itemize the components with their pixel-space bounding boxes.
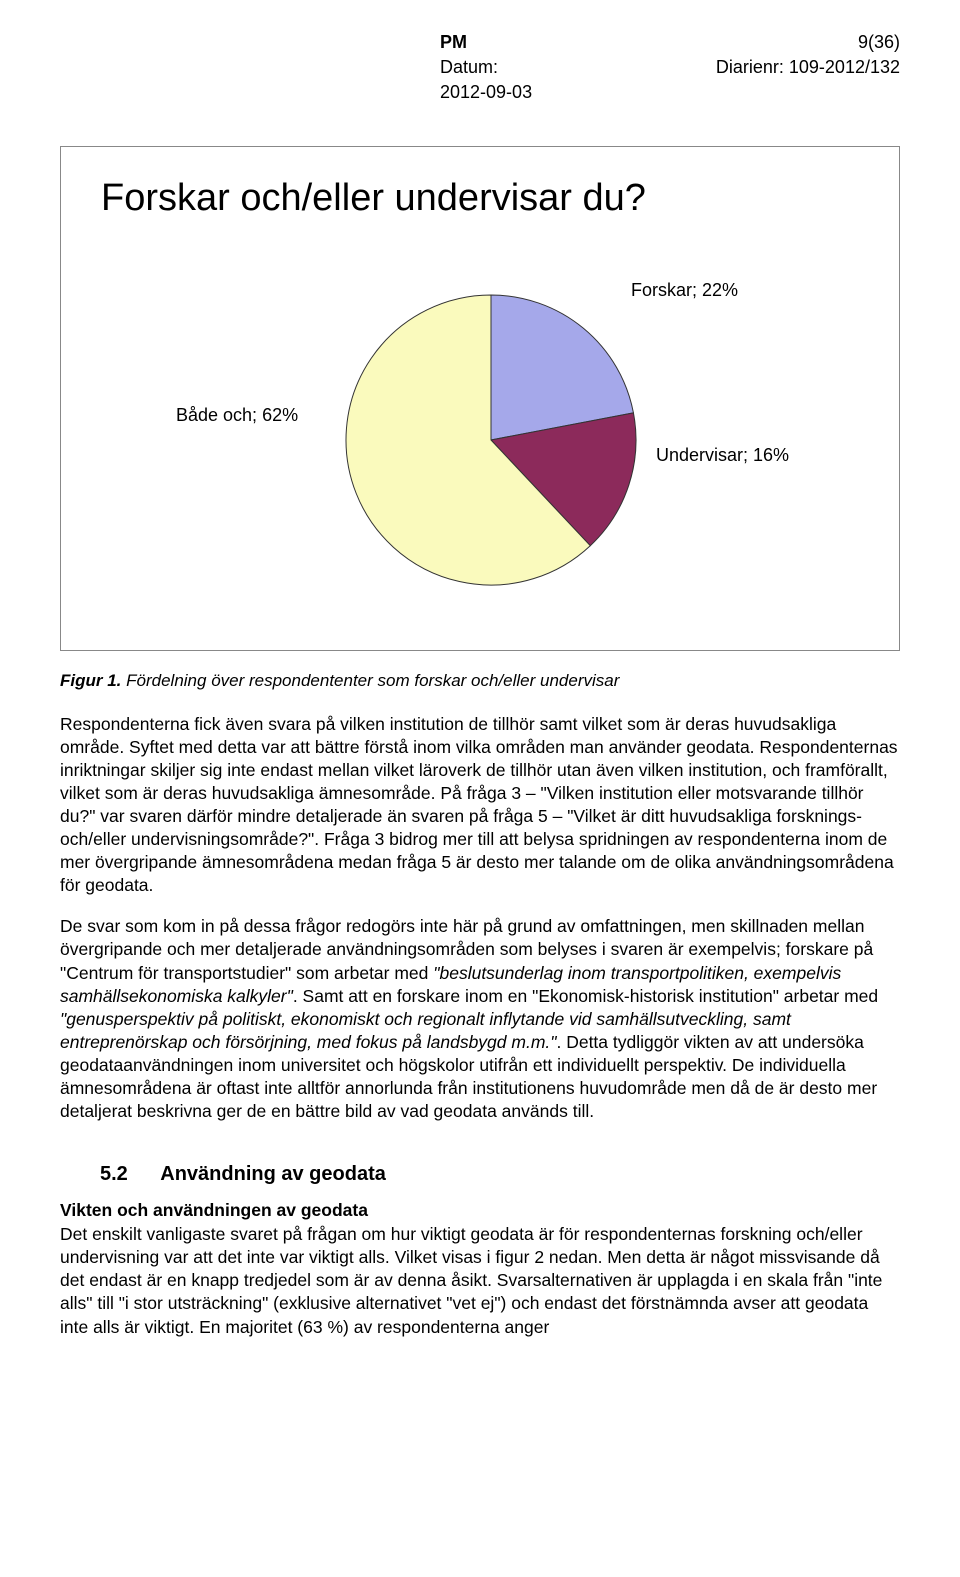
pie-label-forskar: Forskar; 22% (631, 280, 738, 301)
pie-label-bade: Både och; 62% (176, 405, 298, 426)
pie-label-undervisar: Undervisar; 16% (656, 445, 789, 466)
section-title: Användning av geodata (160, 1163, 386, 1185)
datum-label: Datum: (440, 57, 498, 77)
chart-title: Forskar och/eller undervisar du? (101, 177, 859, 220)
figure-caption: Figur 1. Fördelning över respondententer… (60, 671, 900, 691)
pie-chart (341, 290, 641, 590)
pm-label: PM (440, 32, 467, 52)
section-number: 5.2 (100, 1163, 128, 1186)
pagecount: 9(36) (716, 30, 900, 55)
chart-area: Forskar; 22% Undervisar; 16% Både och; 6… (101, 250, 859, 610)
paragraph-1: Respondenterna fick även svara på vilken… (60, 713, 900, 898)
paragraph-3: Det enskilt vanligaste svaret på frågan … (60, 1223, 900, 1338)
chart-container: Forskar och/eller undervisar du? Forskar… (60, 146, 900, 651)
paragraph-2: De svar som kom in på dessa frågor redog… (60, 915, 900, 1123)
diarienr-label: Diarienr: (716, 57, 784, 77)
page-header: PM Datum: 2012-09-03 9(36) Diarienr: 109… (60, 30, 900, 106)
section-heading: 5.2 Användning av geodata (60, 1163, 900, 1186)
diarienr-value: 109-2012/132 (789, 57, 900, 77)
figure-number: Figur 1. (60, 671, 121, 690)
subsection-heading: Vikten och användningen av geodata (60, 1200, 900, 1221)
header-left: PM Datum: 2012-09-03 (440, 30, 532, 106)
datum-value: 2012-09-03 (440, 80, 532, 105)
header-right: 9(36) Diarienr: 109-2012/132 (716, 30, 900, 106)
para2-span-b: . Samt att en forskare inom en "Ekonomis… (293, 986, 878, 1006)
page-root: PM Datum: 2012-09-03 9(36) Diarienr: 109… (0, 0, 960, 1397)
figure-caption-text: Fördelning över respondententer som fors… (126, 671, 619, 690)
body-text: Respondenterna fick även svara på vilken… (60, 713, 900, 1339)
